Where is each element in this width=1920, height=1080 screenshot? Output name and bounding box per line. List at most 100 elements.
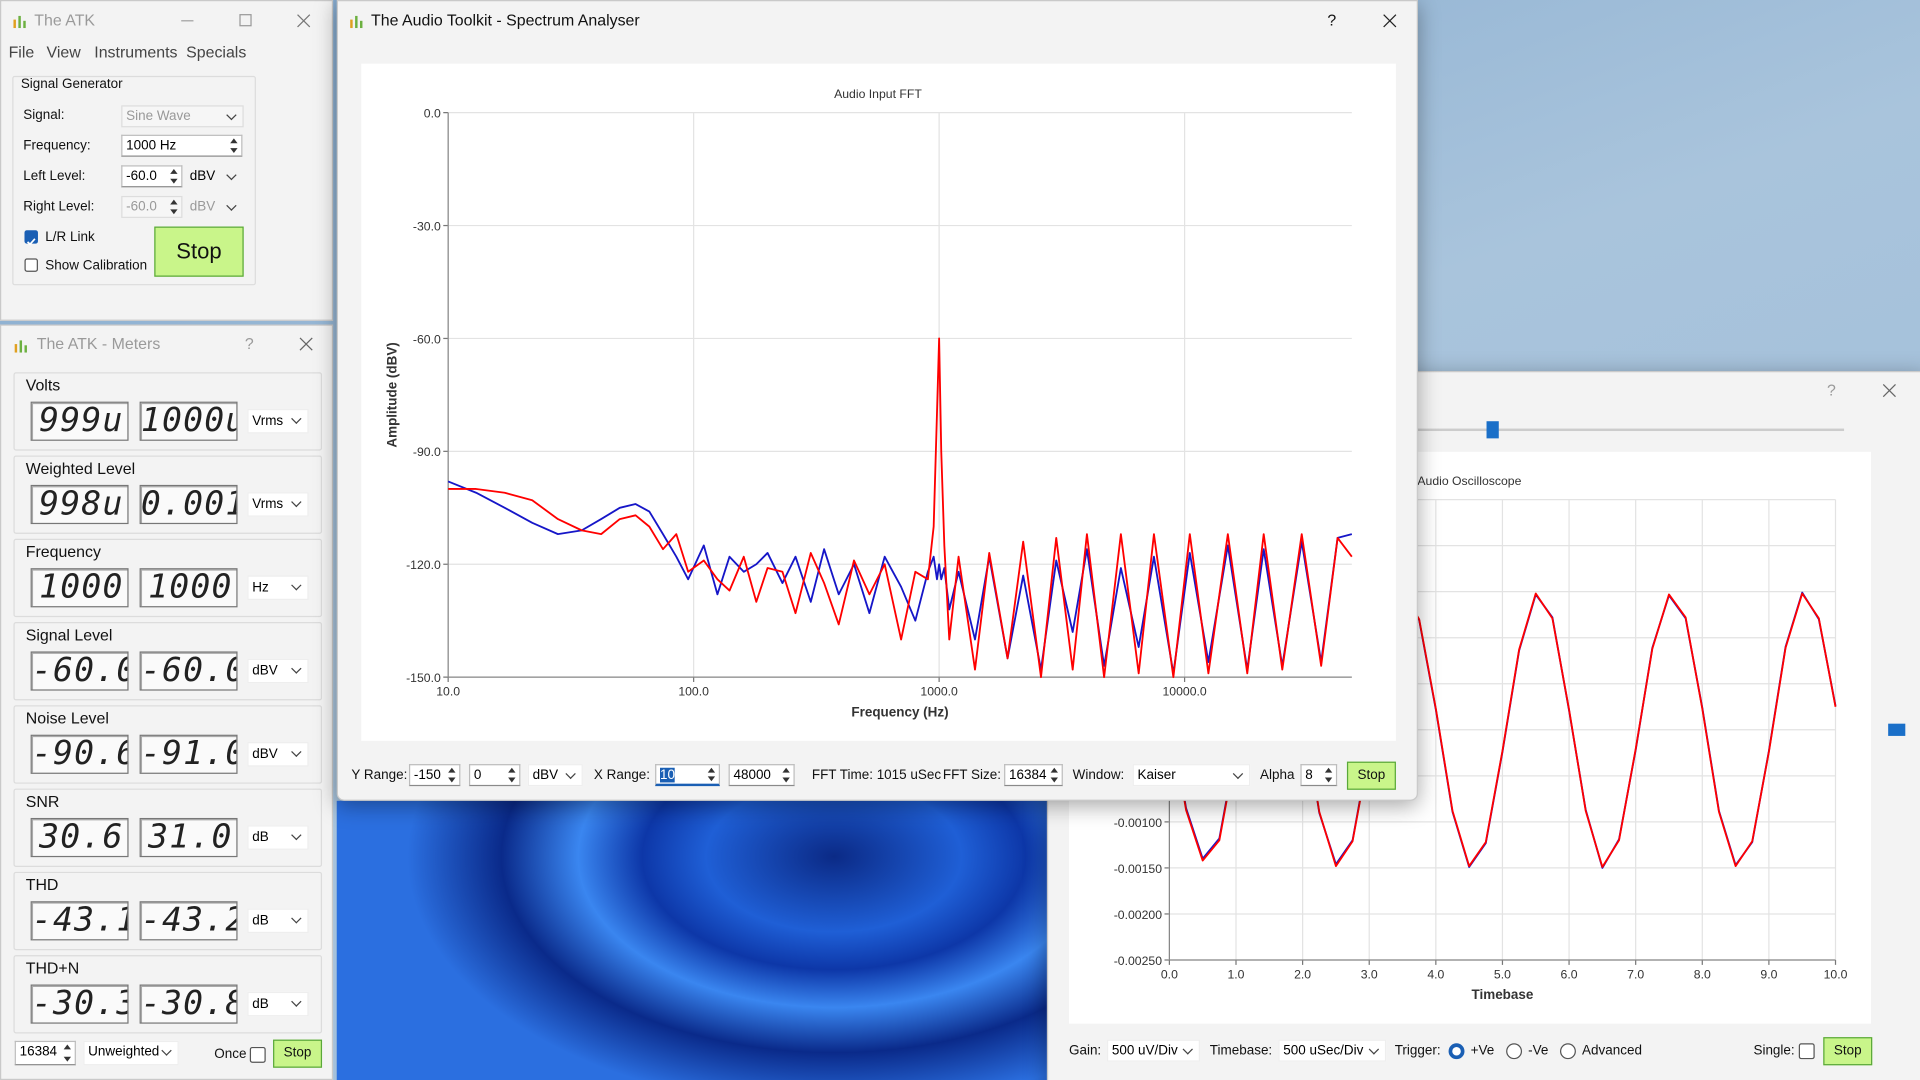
unit-combo[interactable]: Vrms: [247, 409, 308, 433]
control-label: Gain:: [1069, 1042, 1101, 1059]
x-tick-label: 4.0: [1427, 967, 1444, 981]
x-min-spinbox[interactable]: 10: [655, 764, 720, 786]
y-tick-label: 0.0: [424, 107, 441, 121]
unit-combo[interactable]: dB: [247, 992, 308, 1016]
x-tick-label: 0.0: [1161, 967, 1178, 981]
left-level-spinbox[interactable]: -60.0: [121, 165, 182, 187]
combo-text: Hz: [252, 580, 268, 595]
unit-combo[interactable]: Vrms: [247, 492, 308, 516]
lcd-right: -91.0: [140, 735, 238, 774]
lcd-right: -30.8: [140, 984, 238, 1023]
combo-text: Vrms: [252, 497, 283, 512]
x-tick-label: 10.0: [1824, 967, 1848, 981]
left-unit-combo[interactable]: dBV: [185, 165, 244, 187]
radio-button[interactable]: [1560, 1043, 1576, 1059]
frequency-spinbox[interactable]: 1000 Hz: [121, 135, 242, 157]
close-button[interactable]: [1882, 383, 1897, 398]
stop-button[interactable]: Stop: [154, 227, 243, 277]
combo-text: dB: [252, 830, 268, 845]
combo-text: dBV: [190, 169, 215, 184]
meter-label: Signal Level: [26, 627, 113, 644]
spin-text: 48000: [733, 768, 770, 783]
close-button[interactable]: [1382, 13, 1397, 28]
field-label: Signal:: [23, 107, 64, 124]
control-label: Alpha: [1260, 767, 1294, 784]
combo-text: dBV: [252, 664, 277, 679]
app-icon: [349, 13, 364, 28]
y-axis-label: Amplitude (dBV): [385, 342, 400, 447]
window-combo[interactable]: Kaiser: [1133, 764, 1251, 786]
slider-handle[interactable]: [1888, 724, 1905, 736]
slider-handle[interactable]: [1487, 421, 1499, 438]
y-unit-combo[interactable]: dBV: [528, 764, 583, 786]
stop-button[interactable]: Stop: [1823, 1037, 1872, 1065]
unit-combo[interactable]: Hz: [247, 576, 308, 600]
chart-title: Audio Oscilloscope: [1417, 474, 1521, 488]
stop-button[interactable]: Stop: [273, 1040, 322, 1068]
radio-label: Advanced: [1582, 1042, 1642, 1059]
combo-text: 500 uV/Div: [1112, 1043, 1178, 1058]
fft-size-spinbox[interactable]: 16384: [1004, 764, 1063, 786]
meters-window: The ATK - Meters ? 16384 Unweighted Once…: [0, 324, 333, 1080]
combo-text: dBV: [252, 747, 277, 762]
lcd-left: 1000: [31, 568, 129, 607]
menu-item[interactable]: View: [47, 44, 81, 61]
combo-text: Vrms: [252, 414, 283, 429]
once-checkbox[interactable]: [250, 1047, 266, 1063]
y-min-spinbox[interactable]: -150: [409, 764, 460, 786]
menu-item[interactable]: File: [9, 44, 35, 61]
combo-text: Unweighted: [88, 1044, 159, 1059]
control-label: Timebase:: [1210, 1042, 1272, 1059]
window-controls[interactable]: [179, 12, 314, 29]
checkbox[interactable]: [24, 258, 37, 271]
y-tick-label: -0.00100: [1114, 816, 1162, 830]
alpha-spinbox[interactable]: 8: [1300, 764, 1337, 786]
single-checkbox[interactable]: [1799, 1043, 1815, 1059]
y-tick-label: -0.00250: [1114, 954, 1162, 968]
y-max-spinbox[interactable]: 0: [469, 764, 520, 786]
window-title: The ATK - Meters: [37, 336, 161, 353]
radio-label: +Ve: [1471, 1042, 1495, 1059]
radio-button[interactable]: [1449, 1043, 1465, 1059]
meter-label: Frequency: [26, 544, 101, 561]
spin-text: -150: [414, 768, 441, 783]
help-button[interactable]: ?: [245, 336, 254, 353]
x-tick-label: 10000.0: [1162, 685, 1206, 699]
lcd-right: 31.0: [140, 818, 238, 857]
menu-item[interactable]: Instruments: [94, 44, 177, 61]
right-level-spinbox: -60.0: [121, 196, 182, 218]
unit-combo[interactable]: dB: [247, 825, 308, 849]
menu-item[interactable]: Specials: [186, 44, 246, 61]
y-tick-label: -0.00150: [1114, 862, 1162, 876]
stop-button[interactable]: Stop: [1347, 762, 1396, 790]
x-tick-label: 8.0: [1694, 967, 1711, 981]
help-button[interactable]: ?: [1827, 382, 1836, 399]
x-tick-label: 3.0: [1361, 967, 1378, 981]
weighting-combo[interactable]: Unweighted: [83, 1041, 179, 1065]
spin-text: 0: [474, 768, 482, 783]
unit-combo[interactable]: dBV: [247, 742, 308, 766]
timebase-combo[interactable]: 500 uSec/Div: [1278, 1040, 1386, 1062]
combo-text: Sine Wave: [126, 109, 191, 124]
checkbox[interactable]: [24, 230, 37, 243]
x-tick-label: 1.0: [1227, 967, 1244, 981]
fft-time: FFT Time: 1015 uSec: [812, 767, 941, 784]
spin-text: 1000 Hz: [126, 138, 176, 153]
close-button[interactable]: [299, 337, 314, 352]
window-title: The Audio Toolkit - Spectrum Analyser: [371, 12, 640, 29]
control-label: Trigger:: [1395, 1042, 1441, 1059]
x-max-spinbox[interactable]: 48000: [729, 764, 795, 786]
gain-combo[interactable]: 500 uV/Div: [1107, 1040, 1200, 1062]
y-tick-label: -120.0: [406, 558, 441, 572]
field-label: Right Level:: [23, 198, 94, 215]
unit-combo[interactable]: dBV: [247, 659, 308, 683]
radio-button[interactable]: [1506, 1043, 1522, 1059]
y-tick-label: -0.00200: [1114, 908, 1162, 922]
fft-size-spinbox[interactable]: 16384: [15, 1041, 76, 1065]
help-button[interactable]: ?: [1327, 12, 1336, 29]
lcd-left: -43.1: [31, 901, 129, 940]
lcd-left: 30.6: [31, 818, 129, 857]
unit-combo[interactable]: dB: [247, 909, 308, 933]
